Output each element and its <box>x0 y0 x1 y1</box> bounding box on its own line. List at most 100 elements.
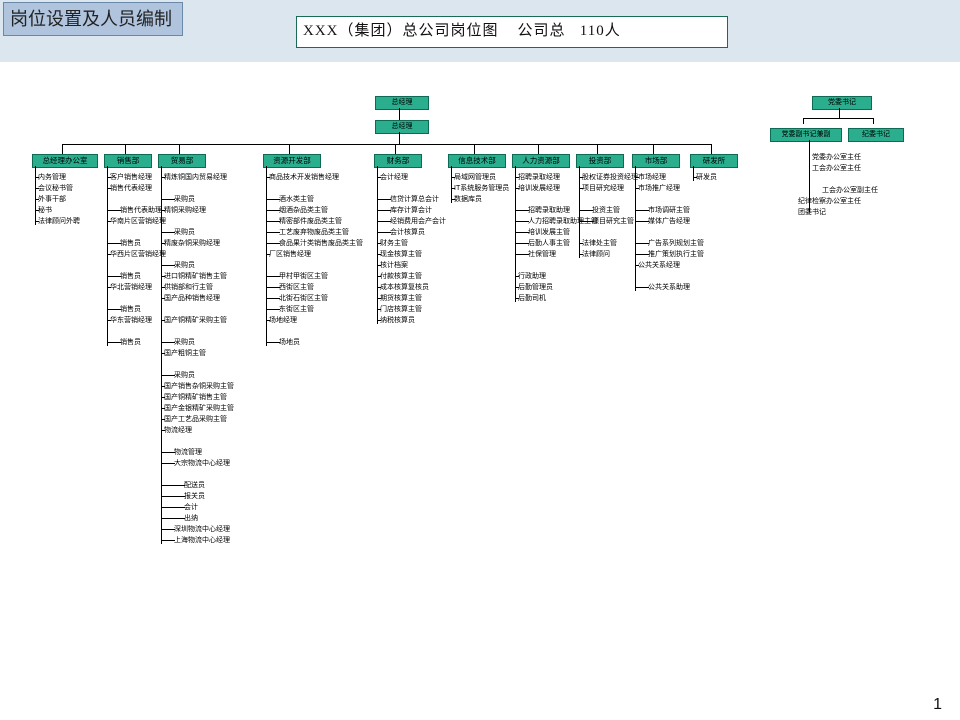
party-drop-1 <box>873 118 874 124</box>
tick-1-9 <box>107 276 121 277</box>
dept-drop-7 <box>597 144 598 154</box>
tick-8-4 <box>635 221 649 222</box>
dept-7: 投资部 <box>576 154 624 168</box>
leaf-7-4: 项目研究主管 <box>592 216 634 227</box>
leaf-1-13: 华东营销经理 <box>110 315 152 326</box>
dept-4: 财务部 <box>374 154 422 168</box>
leaf-3-6: 食品果汁类销售废品类主管 <box>279 238 363 249</box>
leaf-7-7: 法律顾问 <box>582 249 610 260</box>
party-leaf-4: 纪律检察办公室主任 <box>798 196 861 207</box>
leaf-7-0: 股权证券投资经理 <box>582 172 638 183</box>
tick-6-6 <box>515 243 529 244</box>
tick-7-3 <box>579 210 593 211</box>
leaf-1-0: 客户销售经理 <box>110 172 152 183</box>
party-leaf-0: 党委办公室主任 <box>812 152 861 163</box>
leaf-8-4: 媒体广告经理 <box>648 216 690 227</box>
leaf-8-3: 市场调研主管 <box>648 205 690 216</box>
tick-6-7 <box>515 254 529 255</box>
leaf-4-4: 经销费用会产会计 <box>390 216 446 227</box>
leaf-0-3: 秘书 <box>38 205 52 216</box>
leaf-4-2: 信贷计算总会计 <box>390 194 439 205</box>
dept-drop-9 <box>711 144 712 154</box>
dept-2: 贸易部 <box>158 154 206 168</box>
tick-7-4 <box>579 221 593 222</box>
tick-3-12 <box>266 309 280 310</box>
party-vline <box>839 108 840 118</box>
leaf-7-3: 投资主管 <box>592 205 620 216</box>
leaf-2-9: 进口铜精矿销售主管 <box>164 271 227 282</box>
leaf-3-15: 场地员 <box>279 337 300 348</box>
leaf-6-10: 后勤管理员 <box>518 282 553 293</box>
page: 岗位设置及人员编制 XXX（集团）总公司岗位图 公司总 110人 总经理总经理总… <box>0 0 960 720</box>
leaf-3-10: 西街区主管 <box>279 282 314 293</box>
leaf-0-1: 会议秘书管 <box>38 183 73 194</box>
leaf-1-9: 销售员 <box>120 271 141 282</box>
tick-3-9 <box>266 276 280 277</box>
leaf-2-3: 精铜采购经理 <box>164 205 206 216</box>
tick-2-31 <box>161 518 185 519</box>
tick-3-3 <box>266 210 280 211</box>
leaf-3-2: 酒水类主管 <box>279 194 314 205</box>
leaf-7-6: 法律处主管 <box>582 238 617 249</box>
leaf-3-5: 工艺废弃物废品类主管 <box>279 227 349 238</box>
leaf-3-12: 东街区主管 <box>279 304 314 315</box>
leaf-1-3: 销售代表助理 <box>120 205 162 216</box>
tick-3-5 <box>266 232 280 233</box>
leaf-2-30: 会计 <box>184 502 198 513</box>
tick-2-8 <box>161 265 175 266</box>
party-bus <box>803 118 873 119</box>
leaf-2-15: 采购员 <box>174 337 195 348</box>
tick-6-5 <box>515 232 529 233</box>
leaf-6-5: 培训发展主管 <box>528 227 570 238</box>
section-label: 岗位设置及人员编制 <box>3 2 183 36</box>
leaf-2-22: 国产工艺品采购主管 <box>164 414 227 425</box>
leaf-1-1: 销售代表经理 <box>110 183 152 194</box>
party-leaf-5: 团委书记 <box>798 207 826 218</box>
dept-drop-4 <box>395 144 396 154</box>
dept-spine-5 <box>451 166 452 203</box>
leaf-2-13: 国产铜精矿采购主管 <box>164 315 227 326</box>
tick-8-3 <box>635 210 649 211</box>
tick-3-10 <box>266 287 280 288</box>
leaf-2-0: 精炼铜国内贸易经理 <box>164 172 227 183</box>
party-child-0: 党委副书记兼副 <box>770 128 842 142</box>
tick-4-2 <box>377 199 391 200</box>
dept-spine-9 <box>693 166 694 181</box>
leaf-2-31: 出纳 <box>184 513 198 524</box>
tick-3-11 <box>266 298 280 299</box>
leaf-1-10: 华北营销经理 <box>110 282 152 293</box>
leaf-2-23: 物流经理 <box>164 425 192 436</box>
leaf-2-2: 采购员 <box>174 194 195 205</box>
leaf-2-18: 采购员 <box>174 370 195 381</box>
dept-3: 资源开发部 <box>263 154 321 168</box>
party-root: 党委书记 <box>812 96 872 110</box>
party-leaf-3: 工会办公室副主任 <box>822 185 878 196</box>
leaf-4-7: 现金核算主管 <box>380 249 422 260</box>
dept-spine-6 <box>515 166 516 302</box>
dept-spine-1 <box>107 166 108 346</box>
leaf-8-7: 推广策划执行主管 <box>648 249 704 260</box>
leaf-2-5: 采购员 <box>174 227 195 238</box>
leaf-6-11: 后勤司机 <box>518 293 546 304</box>
main-bus <box>62 144 711 145</box>
dept-5: 信息技术部 <box>448 154 506 168</box>
party-drop-0 <box>803 118 804 124</box>
leaf-9-0: 研发员 <box>696 172 717 183</box>
dept-drop-5 <box>474 144 475 154</box>
leaf-4-8: 核计档案 <box>380 260 408 271</box>
tick-3-15 <box>266 342 280 343</box>
tick-1-15 <box>107 342 121 343</box>
root-vline <box>399 108 400 120</box>
dept-drop-8 <box>653 144 654 154</box>
party-child-1: 纪委书记 <box>848 128 904 142</box>
leaf-0-4: 法律顾问外聘 <box>38 216 80 227</box>
leaf-3-11: 北街石街区主管 <box>279 293 328 304</box>
leaf-2-8: 采购员 <box>174 260 195 271</box>
leaf-2-11: 国产品种销售经理 <box>164 293 220 304</box>
tick-6-3 <box>515 210 529 211</box>
tick-2-15 <box>161 342 175 343</box>
tick-2-25 <box>161 452 175 453</box>
leaf-4-3: 库存计算会计 <box>390 205 432 216</box>
tick-3-4 <box>266 221 280 222</box>
leaf-2-6: 精废杂铜采购经理 <box>164 238 220 249</box>
